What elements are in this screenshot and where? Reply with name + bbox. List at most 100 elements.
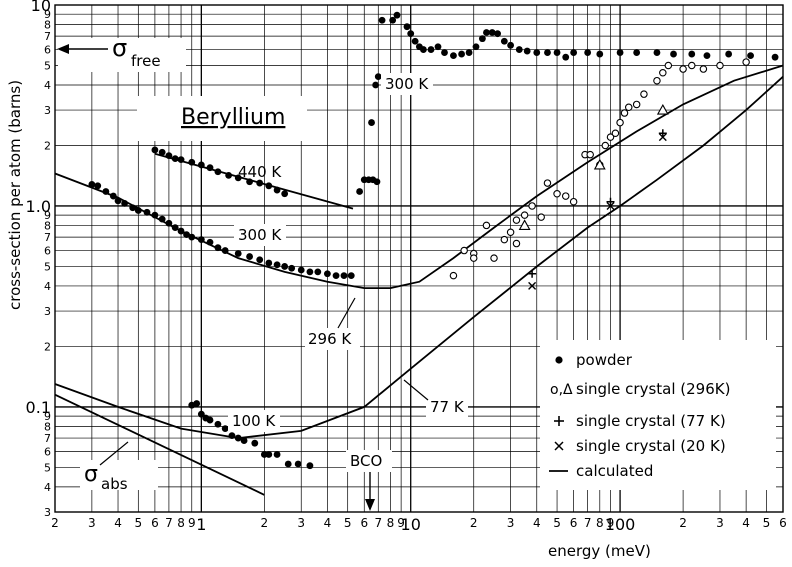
point-powder	[332, 272, 340, 280]
sigma-free-symbol: σ	[112, 34, 127, 62]
label-296k-pointer	[337, 297, 356, 329]
point-powder	[544, 49, 551, 56]
point-powder	[129, 204, 137, 212]
point-single-crystal-296k	[664, 61, 673, 70]
point-single-crystal-296k	[512, 239, 521, 248]
y-tick-label: 3	[44, 305, 51, 318]
point-powder	[171, 155, 179, 163]
label-300k-high: 300 K	[385, 75, 429, 93]
point-powder	[427, 46, 435, 53]
point-powder	[121, 199, 129, 207]
point-powder	[94, 182, 102, 190]
point-powder	[197, 236, 205, 244]
point-powder	[284, 460, 292, 468]
point-single-crystal-296k	[611, 129, 620, 138]
x-axis-label: energy (meV)	[548, 542, 651, 560]
label-bco-bg	[346, 450, 392, 472]
point-powder	[306, 462, 314, 470]
x-tick-label: 7	[165, 516, 173, 530]
point-single-crystal-296k	[586, 150, 594, 159]
point-powder	[206, 164, 214, 172]
x-tick-label: 4	[324, 516, 332, 530]
plot-frame	[54, 4, 784, 513]
x-tick-label: 7	[584, 516, 592, 530]
x-tick-label: 2	[679, 516, 687, 530]
x-tick-label: 6	[360, 516, 368, 530]
point-single-crystal-296k	[699, 65, 708, 73]
point-powder	[246, 253, 253, 260]
point-powder	[407, 30, 415, 38]
point-single-crystal-296k	[632, 100, 641, 109]
point-powder	[488, 29, 496, 36]
point-powder	[472, 43, 480, 51]
y-tick-label: 4	[44, 280, 51, 293]
legend-calculated-label: calculated	[576, 462, 653, 480]
point-single-crystal-296k	[482, 221, 491, 230]
curve-sigma-abs	[54, 393, 265, 496]
point-single-crystal-296k	[561, 192, 570, 200]
y-tick-label: 4	[44, 481, 51, 494]
x-tick-label: 9	[607, 516, 615, 530]
curve-calculated-77-k	[54, 76, 784, 440]
point-powder	[183, 231, 190, 239]
beryllium-title: Beryllium	[181, 105, 285, 130]
x-tick-label: 8	[177, 516, 185, 530]
y-axis-label: cross-section per atom (barns)	[6, 80, 24, 310]
point-powder	[616, 49, 624, 56]
point-powder	[206, 238, 214, 246]
y-tick-label: 6	[44, 446, 51, 459]
legend-77k-marker	[554, 416, 564, 426]
legend-powder-label: powder	[576, 351, 633, 369]
y-tick-label: 5	[44, 59, 51, 72]
point-powder	[389, 16, 397, 24]
point-single-crystal-296k	[469, 254, 478, 262]
point-powder	[584, 49, 592, 56]
point-powder	[515, 46, 523, 53]
point-powder	[88, 181, 96, 188]
point-powder	[294, 460, 302, 468]
x-tick-label: 2	[261, 516, 269, 530]
y-tick-label: 8	[44, 219, 51, 232]
point-powder	[725, 50, 733, 58]
point-powder	[177, 227, 185, 235]
point-powder	[306, 268, 314, 276]
point-single-crystal-296k	[742, 58, 750, 66]
point-powder	[374, 73, 382, 81]
point-single-crystal-296k-triangle	[656, 103, 669, 115]
point-powder	[265, 259, 273, 267]
point-powder	[221, 425, 229, 433]
point-powder	[109, 192, 117, 200]
point-powder	[458, 50, 465, 58]
x-tick-label: 7	[374, 516, 382, 530]
beryllium-box	[137, 96, 307, 141]
label-77k: 77 K	[430, 398, 465, 416]
point-powder	[273, 261, 281, 269]
bco-arrow-head	[365, 499, 375, 511]
point-powder	[441, 49, 448, 56]
x-tick-label: 1	[196, 515, 206, 534]
y-tick-label: 5	[44, 260, 51, 273]
x-tick-label: 6	[151, 516, 159, 530]
point-powder	[411, 37, 419, 45]
x-tick-label: 9	[188, 516, 196, 530]
point-powder	[507, 41, 515, 49]
point-powder	[151, 146, 159, 154]
x-tick-label: 9	[397, 516, 405, 530]
point-single-crystal-296k	[620, 109, 629, 117]
sigma-free-bg	[58, 38, 186, 72]
point-powder	[703, 52, 711, 60]
data-points	[88, 11, 779, 470]
y-tick-label: 0.1	[26, 398, 51, 417]
point-powder	[562, 53, 570, 61]
y-tick-label: 7	[44, 231, 51, 244]
sigma-abs-pointer	[99, 441, 129, 466]
y-tick-label: 9	[44, 410, 51, 423]
point-powder	[281, 263, 289, 270]
sigma-abs-subscript: abs	[101, 475, 128, 493]
point-single-crystal-296k	[606, 133, 615, 141]
point-single-crystal-296k	[449, 271, 458, 280]
point-single-crystal-296k	[512, 216, 521, 224]
point-single-crystal-77k	[658, 129, 667, 138]
x-tick-label: 4	[114, 516, 122, 530]
